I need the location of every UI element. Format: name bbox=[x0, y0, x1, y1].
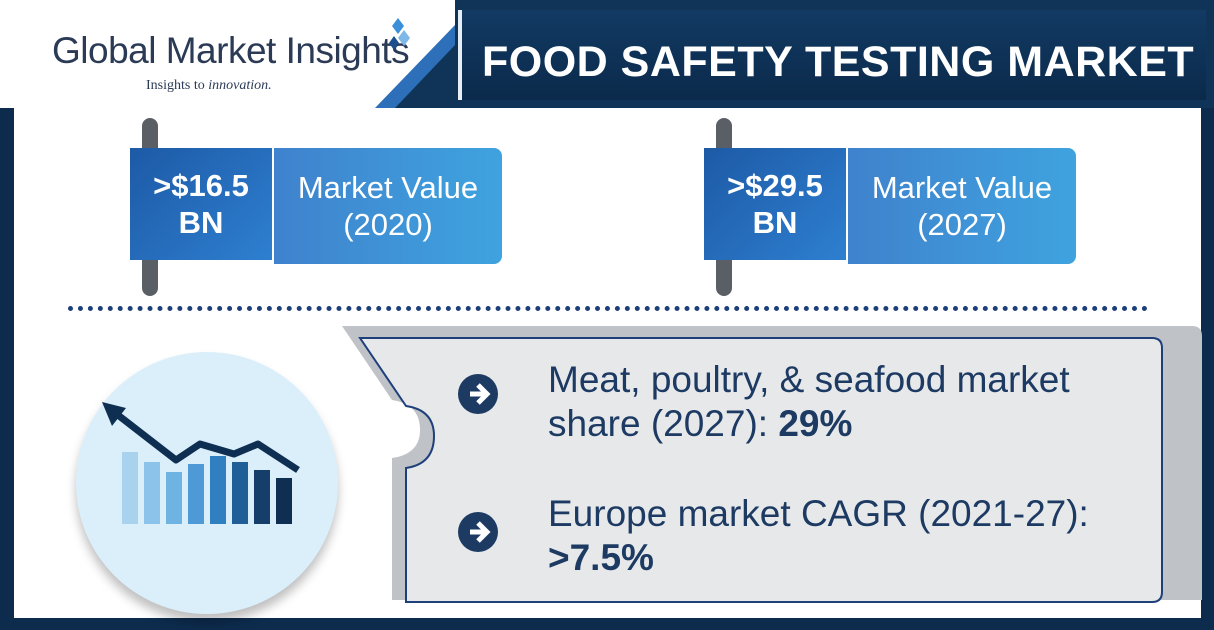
stat-label: Market Value bbox=[871, 170, 1053, 205]
stat-banner-2027: >$29.5 BN Market Value (2027) bbox=[704, 118, 1084, 298]
growth-chart-icon bbox=[102, 402, 300, 524]
stat-value-box: >$16.5 BN bbox=[130, 148, 272, 260]
stat-value-box: >$29.5 BN bbox=[704, 148, 846, 260]
title-bar: FOOD SAFETY TESTING MARKET bbox=[458, 10, 1206, 100]
stat-label-box: Market Value (2020) bbox=[274, 148, 502, 264]
stat-banner-2020: >$16.5 BN Market Value (2020) bbox=[130, 118, 510, 298]
logo[interactable]: Global Market Insights Insights to innov… bbox=[0, 0, 455, 108]
stat-unit: BN bbox=[178, 205, 224, 240]
highlight-value: 29% bbox=[778, 403, 853, 444]
stat-label: Market Value bbox=[297, 170, 479, 205]
page-title: FOOD SAFETY TESTING MARKET bbox=[482, 38, 1195, 86]
stat-value: >$29.5 bbox=[727, 168, 823, 203]
header: Global Market Insights Insights to innov… bbox=[0, 0, 1214, 108]
stat-year: (2020) bbox=[343, 207, 433, 242]
logo-title: Global Market Insights bbox=[52, 30, 410, 71]
highlight-europe-cagr: Europe market CAGR (2021-27): >7.5% bbox=[548, 493, 1089, 578]
highlight-value: >7.5% bbox=[548, 537, 654, 578]
arrow-right-icon bbox=[458, 374, 498, 414]
dotted-divider bbox=[68, 306, 1148, 311]
stat-year: (2027) bbox=[917, 207, 1007, 242]
stat-label-box: Market Value (2027) bbox=[848, 148, 1076, 264]
highlights-box bbox=[342, 326, 1202, 603]
logo-background-icon bbox=[375, 25, 455, 108]
logo-diamond-icon bbox=[389, 18, 410, 50]
arrow-right-icon bbox=[458, 512, 498, 552]
growth-circle bbox=[76, 352, 338, 614]
stat-value: >$16.5 bbox=[153, 168, 249, 203]
highlight-meat-share: Meat, poultry, & seafood market share (2… bbox=[548, 359, 1070, 444]
stat-unit: BN bbox=[752, 205, 798, 240]
logo-tagline: Insights to innovation. bbox=[146, 78, 272, 93]
